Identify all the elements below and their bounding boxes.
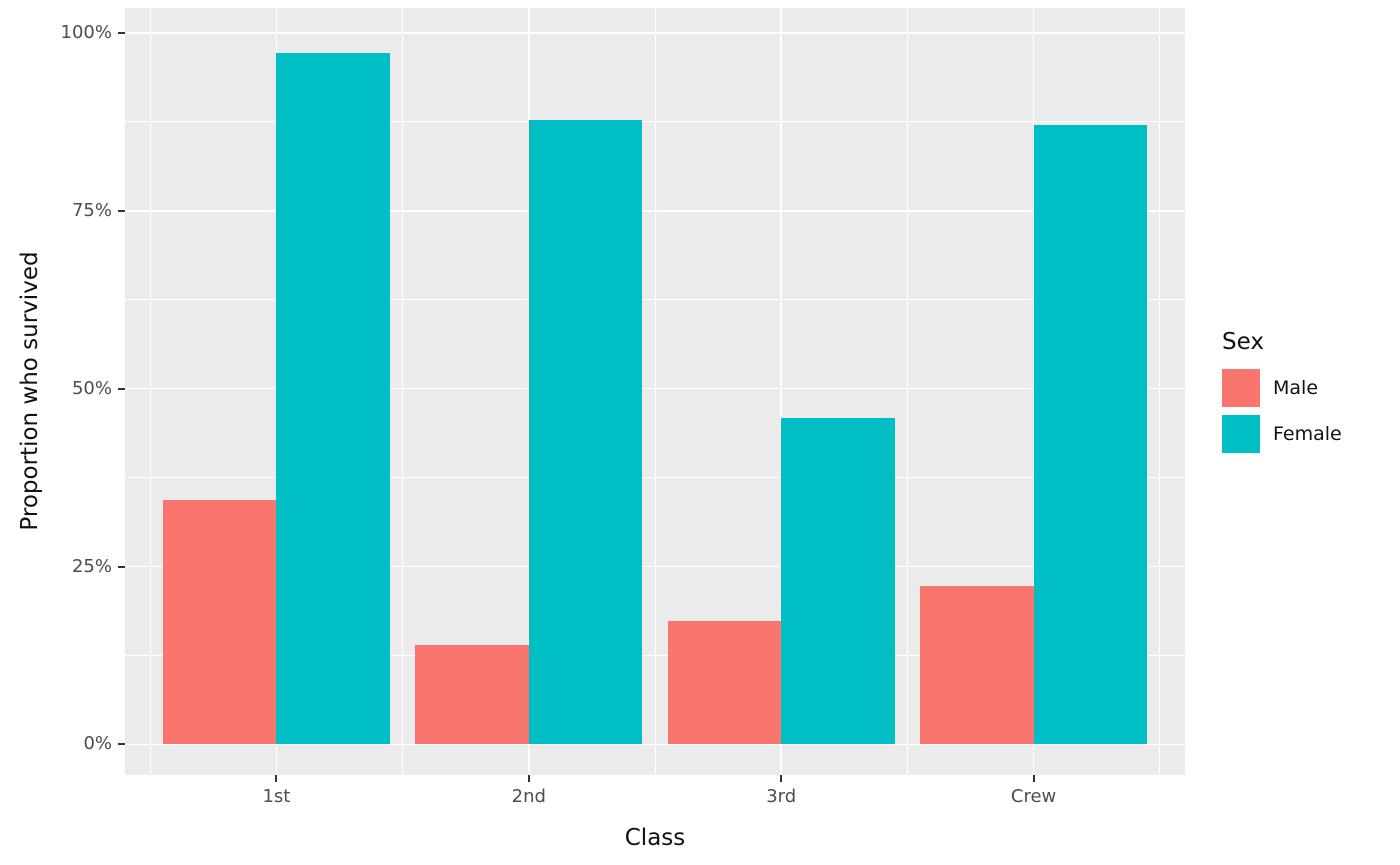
major-gridline-h (125, 32, 1185, 34)
y-tick-mark (118, 31, 125, 34)
bar-female-1st (276, 52, 390, 745)
bar-male-crew (920, 585, 1034, 745)
x-tick-label: Crew (1010, 786, 1057, 807)
minor-gridline-v (402, 8, 404, 775)
major-gridline-h (125, 210, 1185, 212)
x-tick-mark (780, 775, 783, 782)
minor-gridline-v (1159, 8, 1161, 775)
legend-swatch-female (1222, 415, 1260, 453)
minor-gridline-v (906, 8, 908, 775)
y-tick-label: 75% (71, 199, 112, 221)
bar-female-crew (1033, 125, 1148, 745)
major-gridline-h (125, 743, 1185, 746)
y-tick-label: 25% (71, 555, 112, 577)
x-tick-mark (275, 775, 278, 782)
x-axis-title: Class (624, 825, 686, 851)
x-tick-mark (527, 775, 530, 782)
legend-item-male: Male (1222, 369, 1342, 407)
major-gridline-h (125, 565, 1185, 568)
y-tick-mark (118, 565, 125, 568)
y-tick-mark (118, 387, 125, 390)
major-gridline-h (125, 387, 1185, 390)
x-tick-label: 2nd (511, 786, 546, 807)
major-gridline-v (780, 8, 782, 775)
legend-label-male: Male (1273, 377, 1319, 399)
plot-panel (125, 8, 1185, 775)
bar-female-2nd (528, 120, 643, 745)
bar-male-1st (162, 499, 277, 745)
x-tick-label: 3rd (766, 786, 797, 807)
y-tick-mark (118, 743, 125, 746)
minor-gridline-v (654, 8, 656, 775)
bar-female-3rd (781, 417, 895, 745)
y-tick-label: 0% (83, 733, 112, 755)
y-tick-label: 100% (60, 21, 112, 43)
bar-male-3rd (667, 621, 782, 745)
legend-swatch-male (1222, 369, 1260, 407)
legend-title: Sex (1222, 329, 1264, 355)
legend-label-female: Female (1273, 423, 1342, 445)
legend-item-female: Female (1222, 415, 1342, 453)
legend-items: Male Female (1222, 369, 1342, 453)
bar-male-2nd (415, 644, 529, 745)
y-tick-label: 50% (71, 377, 112, 399)
x-tick-label: 1st (262, 786, 291, 807)
minor-gridline-v (149, 8, 151, 775)
x-tick-mark (1032, 775, 1035, 782)
legend: Sex Male Female (1222, 329, 1342, 461)
y-tick-mark (118, 209, 125, 212)
